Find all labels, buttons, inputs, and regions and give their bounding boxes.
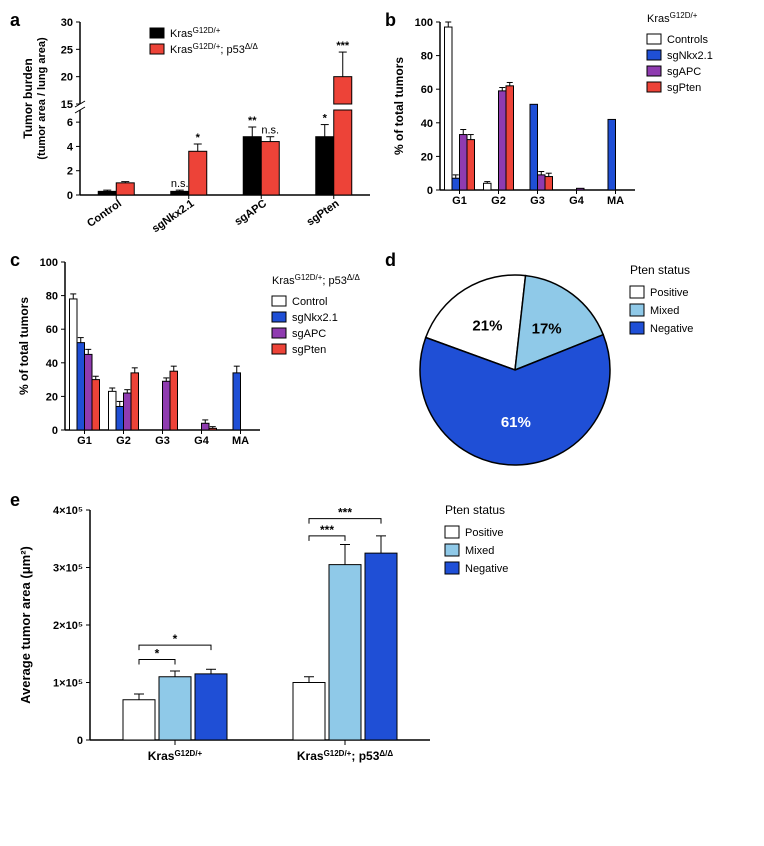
svg-text:0: 0 bbox=[427, 185, 433, 197]
svg-text:G2: G2 bbox=[491, 195, 506, 207]
svg-text:Negative: Negative bbox=[650, 323, 693, 335]
svg-text:Negative: Negative bbox=[465, 563, 508, 575]
svg-text:20: 20 bbox=[46, 391, 58, 403]
svg-text:25: 25 bbox=[61, 44, 73, 56]
svg-text:% of total tumors: % of total tumors bbox=[17, 297, 31, 395]
svg-text:21%: 21% bbox=[472, 318, 502, 335]
svg-text:40: 40 bbox=[421, 118, 433, 130]
svg-text:100: 100 bbox=[415, 17, 433, 29]
svg-text:MA: MA bbox=[607, 195, 624, 207]
svg-text:80: 80 bbox=[421, 51, 433, 63]
svg-text:***: *** bbox=[320, 523, 334, 537]
svg-text:G2: G2 bbox=[116, 435, 131, 447]
panel-e: e 0 1×10⁵ 2×10⁵ 3×10⁵ 4×10⁵ Average tumor are… bbox=[10, 490, 755, 790]
panel-a-chart: 0 2 4 6 15 20 25 30 Tumor burden(tumor area / lu… bbox=[10, 10, 380, 240]
svg-text:0: 0 bbox=[77, 735, 83, 747]
svg-text:0: 0 bbox=[67, 190, 73, 202]
svg-text:***: *** bbox=[336, 40, 350, 52]
svg-text:KrasG12D/+; p53Δ/Δ: KrasG12D/+; p53Δ/Δ bbox=[297, 749, 393, 764]
svg-text:60: 60 bbox=[46, 324, 58, 336]
svg-text:sgAPC: sgAPC bbox=[667, 66, 701, 78]
svg-text:2: 2 bbox=[67, 166, 73, 178]
svg-text:Control: Control bbox=[292, 296, 327, 308]
svg-text:0: 0 bbox=[52, 425, 58, 437]
panel-b-chart: 0 20 40 60 80 100 % of total tumors G1 G2 G3 G4 MA K… bbox=[385, 10, 755, 240]
svg-text:(tumor area / lung area): (tumor area / lung area) bbox=[36, 37, 48, 160]
svg-text:60: 60 bbox=[421, 84, 433, 96]
svg-text:G4: G4 bbox=[569, 195, 585, 207]
svg-text:Control: Control bbox=[85, 198, 124, 230]
svg-text:sgNkx2.1: sgNkx2.1 bbox=[667, 50, 713, 62]
svg-text:KrasG12D/+; p53Δ/Δ: KrasG12D/+; p53Δ/Δ bbox=[272, 273, 360, 288]
svg-text:4×10⁵: 4×10⁵ bbox=[53, 505, 83, 517]
panel-b: b 0 20 40 60 80 100 % of total tumors G1 G2 G3 G4 M… bbox=[385, 10, 755, 240]
svg-text:100: 100 bbox=[40, 257, 58, 269]
svg-text:Positive: Positive bbox=[465, 527, 504, 539]
svg-text:Mixed: Mixed bbox=[465, 545, 494, 557]
svg-text:Controls: Controls bbox=[667, 34, 708, 46]
figure-grid: a 0 2 4 6 15 20 25 30 Tumor burden(tumor area / … bbox=[10, 10, 754, 790]
svg-text:n.s.: n.s. bbox=[261, 125, 279, 137]
svg-text:sgNkx2.1: sgNkx2.1 bbox=[150, 198, 196, 236]
svg-text:KrasG12D/+: KrasG12D/+ bbox=[170, 26, 221, 41]
svg-text:G3: G3 bbox=[155, 435, 170, 447]
svg-text:20: 20 bbox=[61, 72, 73, 84]
svg-text:*: * bbox=[173, 632, 178, 646]
svg-text:Pten status: Pten status bbox=[630, 263, 690, 277]
svg-text:*: * bbox=[196, 132, 201, 144]
svg-text:Positive: Positive bbox=[650, 287, 689, 299]
svg-text:4: 4 bbox=[67, 141, 74, 153]
panel-d-chart: 21% 17% 61% Pten status Positive Mixed Negativ… bbox=[385, 250, 755, 480]
svg-text:sgNkx2.1: sgNkx2.1 bbox=[292, 312, 338, 324]
svg-text:17%: 17% bbox=[532, 320, 562, 337]
svg-text:61%: 61% bbox=[501, 414, 531, 431]
panel-c-label: c bbox=[10, 250, 20, 271]
svg-text:Pten status: Pten status bbox=[445, 503, 505, 517]
svg-text:sgAPC: sgAPC bbox=[292, 328, 326, 340]
svg-text:G3: G3 bbox=[530, 195, 545, 207]
panel-c-chart: 0 20 40 60 80 100 % of total tumors G1 G2 G3 G4 MA K… bbox=[10, 250, 380, 480]
panel-d: d 21% 17% 61% Pten status Positive Mixed Negat… bbox=[385, 250, 755, 480]
svg-text:sgPten: sgPten bbox=[292, 344, 326, 356]
svg-text:sgAPC: sgAPC bbox=[233, 198, 269, 229]
panel-b-label: b bbox=[385, 10, 396, 31]
svg-text:Average tumor area (μm²): Average tumor area (μm²) bbox=[18, 546, 33, 704]
svg-text:2×10⁵: 2×10⁵ bbox=[53, 620, 83, 632]
panel-d-label: d bbox=[385, 250, 396, 271]
svg-text:80: 80 bbox=[46, 291, 58, 303]
svg-text:6: 6 bbox=[67, 117, 73, 129]
panel-a-label: a bbox=[10, 10, 20, 31]
svg-text:sgPten: sgPten bbox=[667, 82, 701, 94]
svg-text:40: 40 bbox=[46, 358, 58, 370]
svg-text:30: 30 bbox=[61, 17, 73, 29]
svg-text:*: * bbox=[323, 113, 328, 125]
svg-text:Tumor burden: Tumor burden bbox=[21, 58, 35, 138]
svg-text:KrasG12D/+: KrasG12D/+ bbox=[647, 11, 698, 26]
svg-text:MA: MA bbox=[232, 435, 249, 447]
panel-e-chart: 0 1×10⁵ 2×10⁵ 3×10⁵ 4×10⁵ Average tumor area … bbox=[10, 490, 570, 790]
svg-text:1×10⁵: 1×10⁵ bbox=[53, 678, 83, 690]
svg-text:KrasG12D/+; p53Δ/Δ: KrasG12D/+; p53Δ/Δ bbox=[170, 42, 258, 57]
svg-text:KrasG12D/+: KrasG12D/+ bbox=[148, 749, 203, 764]
panel-c: c 0 20 40 60 80 100 % of total tumors G1 G2 G3 G4 M… bbox=[10, 250, 380, 480]
svg-text:Mixed: Mixed bbox=[650, 305, 679, 317]
panel-e-label: e bbox=[10, 490, 20, 511]
svg-text:**: ** bbox=[248, 115, 257, 127]
svg-text:***: *** bbox=[338, 506, 352, 520]
svg-text:15: 15 bbox=[61, 99, 73, 111]
svg-text:G1: G1 bbox=[77, 435, 92, 447]
svg-text:20: 20 bbox=[421, 151, 433, 163]
svg-text:n.s.: n.s. bbox=[171, 178, 189, 190]
svg-text:3×10⁵: 3×10⁵ bbox=[53, 563, 83, 575]
svg-text:*: * bbox=[155, 647, 160, 661]
panel-a: a 0 2 4 6 15 20 25 30 Tumor burden(tumor area / … bbox=[10, 10, 380, 240]
svg-text:% of total tumors: % of total tumors bbox=[392, 57, 406, 155]
svg-text:G1: G1 bbox=[452, 195, 467, 207]
svg-text:G4: G4 bbox=[194, 435, 210, 447]
svg-text:sgPten: sgPten bbox=[305, 197, 342, 228]
